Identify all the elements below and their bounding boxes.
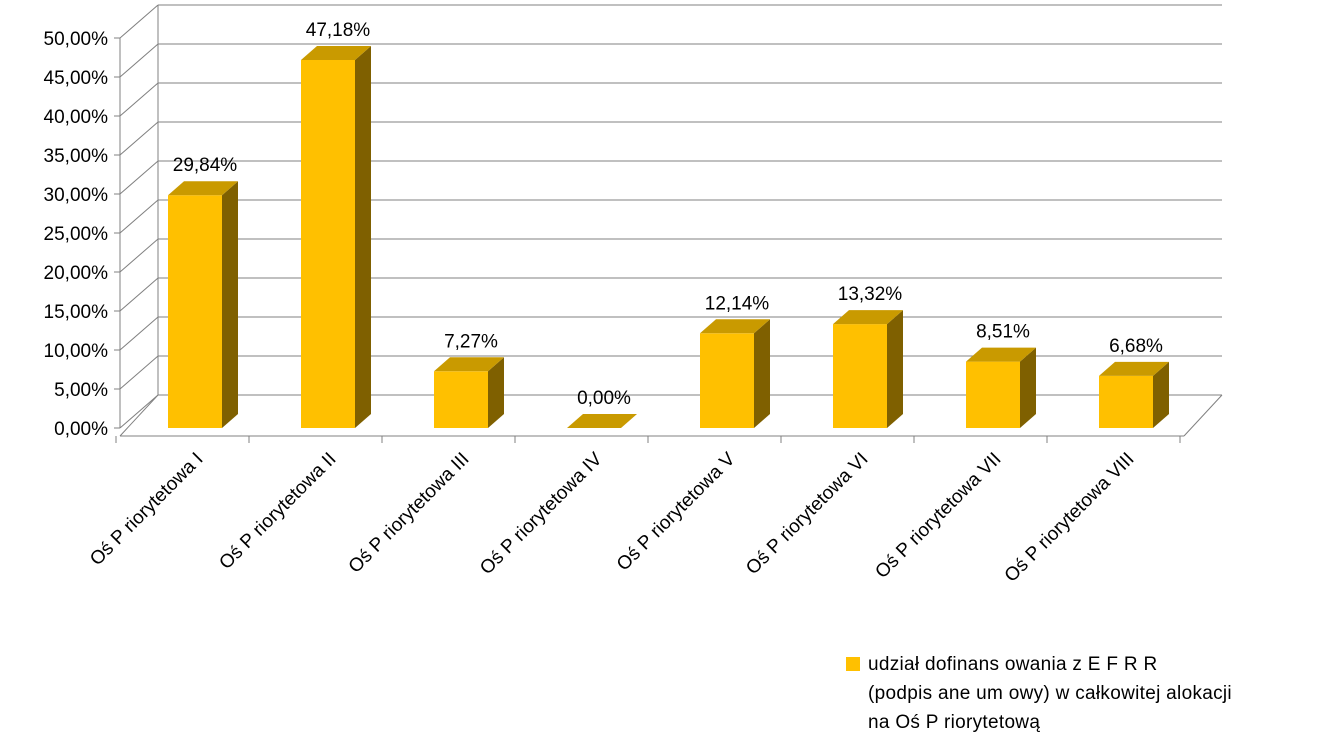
y-tick-label: 45,00% — [44, 68, 109, 89]
bar-side — [355, 45, 371, 428]
x-category-label: Oś P riorytetowa I — [86, 449, 207, 570]
x-category-label: Oś P riorytetowa III — [345, 449, 474, 578]
bar-side — [222, 181, 238, 428]
y-tick-label: 50,00% — [44, 29, 109, 50]
data-label: 47,18% — [306, 20, 371, 41]
x-category-label: Oś P riorytetowa IV — [476, 448, 607, 579]
bar-front — [434, 371, 488, 428]
y-tick-label: 5,00% — [54, 380, 108, 401]
bar-side — [1020, 347, 1036, 428]
bar-front — [1099, 375, 1153, 428]
legend-label-line2: (podpis ane um owy) w całkowitej alokacj… — [868, 683, 1232, 704]
gridline-diagonal — [119, 238, 159, 273]
gridline-diagonal — [119, 199, 159, 234]
bar-front — [301, 59, 355, 428]
x-category-label: Oś P riorytetowa VIII — [1001, 449, 1139, 587]
y-tick-label: 0,00% — [54, 419, 108, 440]
gridline-diagonal — [119, 160, 159, 195]
floor-left-edge — [119, 394, 159, 437]
x-category-label: Oś P riorytetowa VII — [871, 449, 1005, 583]
gridline-diagonal — [119, 43, 159, 78]
data-label: 0,00% — [577, 388, 631, 409]
x-category-label: Oś P riorytetowa II — [215, 449, 340, 574]
data-label: 8,51% — [976, 322, 1030, 343]
data-label: 6,68% — [1109, 336, 1163, 357]
bar-top — [833, 310, 903, 325]
gridline-diagonal — [119, 355, 159, 390]
y-tick-label: 30,00% — [44, 185, 109, 206]
floor-right-edge — [1183, 394, 1223, 437]
y-tick-label: 25,00% — [44, 224, 109, 245]
bar-top — [1099, 361, 1169, 376]
bar-top — [168, 181, 238, 196]
bar-side — [887, 310, 903, 428]
bar-front — [833, 324, 887, 428]
bar-top — [301, 45, 371, 60]
data-label: 13,32% — [838, 284, 903, 305]
data-label: 7,27% — [444, 331, 498, 352]
bar-top — [700, 319, 770, 334]
bar-front — [700, 333, 754, 428]
y-tick-label: 35,00% — [44, 146, 109, 167]
x-category-label: Oś P riorytetowa VI — [742, 449, 872, 579]
bar-top — [567, 414, 637, 428]
y-tick-label: 20,00% — [44, 263, 109, 284]
gridline-diagonal — [119, 394, 159, 429]
legend: udział dofinans owania z E F R R (podpis… — [846, 650, 1316, 737]
bar-side — [754, 319, 770, 428]
bar-side — [488, 357, 504, 428]
legend-label-line3: na Oś P riorytetową — [868, 712, 1041, 733]
bar-top — [434, 357, 504, 372]
gridline-diagonal — [119, 316, 159, 351]
gridline-diagonal — [119, 121, 159, 156]
y-tick-label: 40,00% — [44, 107, 109, 128]
data-label: 29,84% — [173, 155, 238, 176]
y-tick-label: 10,00% — [44, 341, 109, 362]
legend-label-line1: udział dofinans owania z E F R R — [868, 654, 1158, 675]
gridline-diagonal — [119, 277, 159, 312]
bar-side — [1153, 361, 1169, 428]
gridline-diagonal — [119, 82, 159, 117]
gridline-diagonal — [119, 4, 159, 39]
bar-front — [966, 361, 1020, 428]
y-tick-label: 15,00% — [44, 302, 109, 323]
bar-front — [168, 195, 222, 428]
x-category-label: Oś P riorytetowa V — [613, 448, 740, 575]
legend-swatch — [846, 657, 860, 671]
data-label: 12,14% — [705, 293, 770, 314]
bar-top — [966, 347, 1036, 362]
